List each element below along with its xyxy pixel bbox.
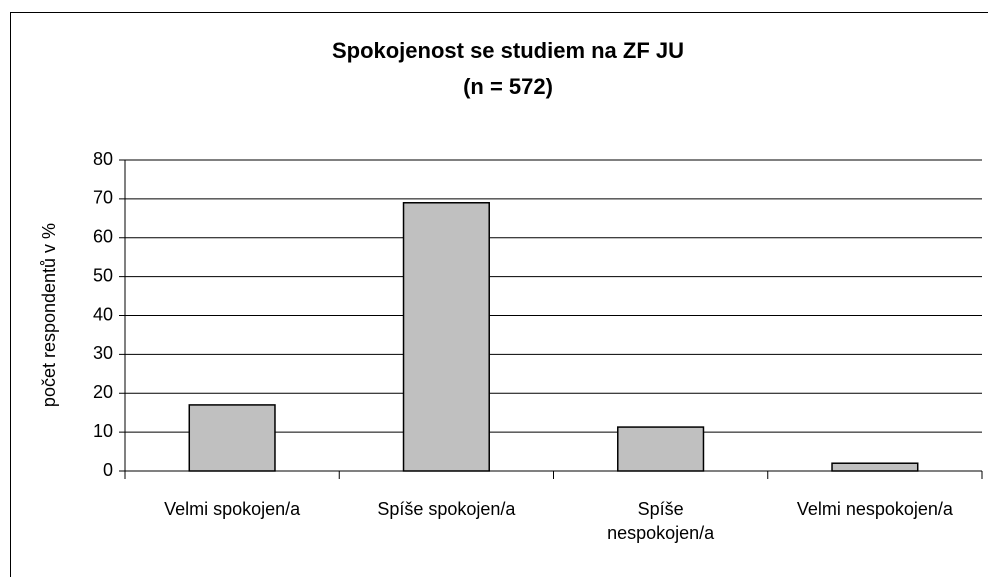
x-tick-label: Velmi spokojen/a [164,499,301,519]
y-tick-label: 30 [93,343,113,363]
bar [188,404,276,472]
chart-subtitle: (n = 572) [463,74,553,99]
x-tick-label: Spíše nespokojen/a [607,499,715,543]
chart-title: Spokojenost se studiem na ZF JU [332,38,684,63]
y-axis-label: počet respondentů v % [39,223,59,407]
y-tick-label: 80 [93,149,113,169]
bar [402,202,490,472]
bar [617,426,705,472]
y-tick-label: 10 [93,421,113,441]
y-tick-label: 0 [103,460,113,480]
x-tick-label: Spíše spokojen/a [377,499,516,519]
x-tick-label: Velmi nespokojen/a [796,499,953,519]
y-tick-label: 60 [93,227,113,247]
y-tick-label: 50 [93,265,113,285]
bar [831,462,919,472]
y-tick-label: 40 [93,304,113,324]
y-tick-label: 70 [93,188,113,208]
chart-border [10,12,988,577]
y-tick-label: 20 [93,382,113,402]
